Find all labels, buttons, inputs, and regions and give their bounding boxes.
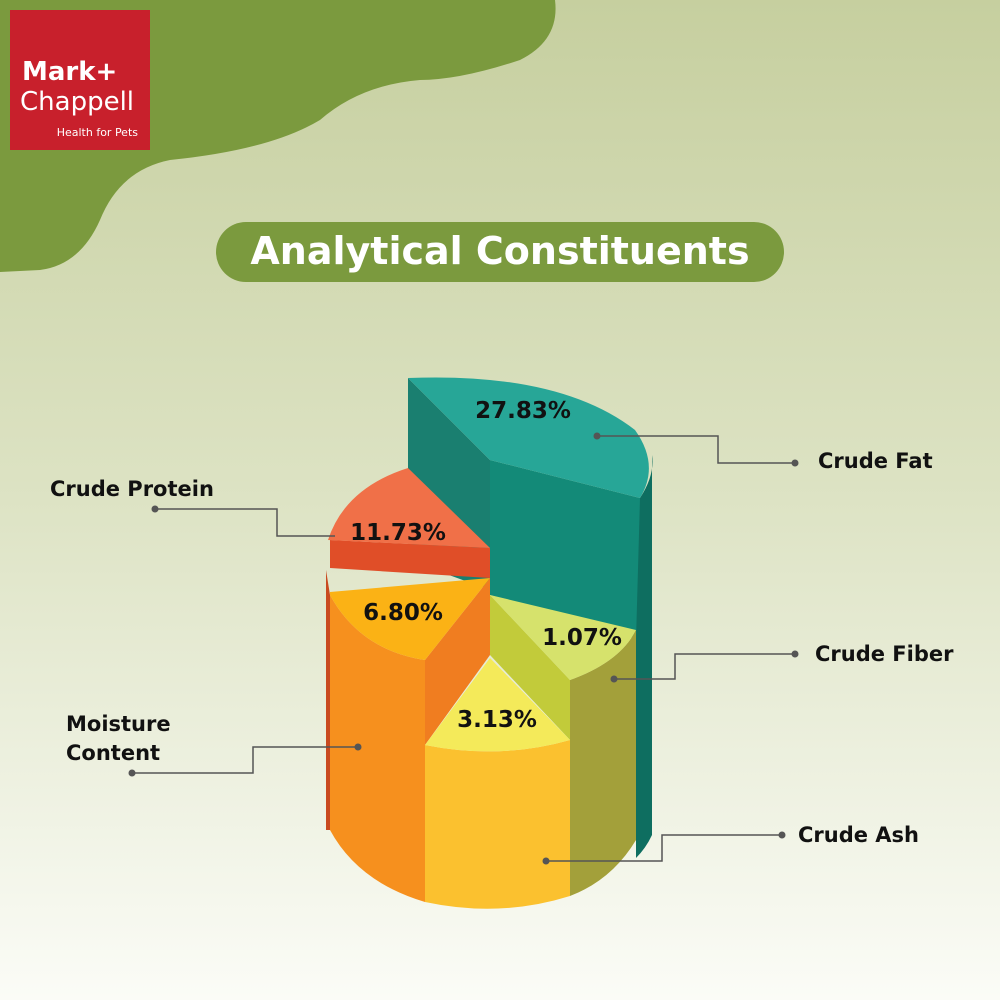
value-label: 6.80% (363, 600, 443, 626)
title: Analytical Constituents (250, 229, 749, 273)
segment-side (330, 540, 490, 578)
segment-front (330, 595, 425, 902)
segment-top (330, 578, 490, 660)
segment-label: Crude Protein (50, 477, 214, 501)
segment-label-box: Moisture Content (66, 712, 171, 765)
segment-front (425, 740, 570, 909)
segment-front (570, 630, 636, 896)
segment-top (328, 468, 490, 548)
segment-side (636, 455, 653, 858)
segment-top (490, 595, 636, 680)
value-label: 3.13% (457, 707, 537, 733)
value-label: 27.83% (475, 398, 571, 424)
segment-rim (326, 570, 330, 830)
segment-label: Crude Fat (818, 449, 933, 473)
segment-label: Moisture Content (66, 712, 171, 765)
logo-name: Chappell (20, 87, 134, 117)
segment-label: Crude Fiber (815, 642, 954, 666)
segment-label: Crude Ash (798, 823, 919, 847)
segment-side (490, 595, 570, 740)
segment-top (425, 658, 570, 752)
segment-top (408, 377, 649, 498)
value-label: 11.73% (350, 520, 446, 546)
segment-side (425, 578, 490, 745)
title-pill (216, 222, 784, 282)
logo-tagline: Health for Pets (57, 126, 139, 139)
connectors (128, 432, 799, 865)
logo-box (10, 10, 150, 150)
segment-front (490, 460, 640, 640)
value-label: 1.07% (542, 625, 622, 651)
logo-name: Mark+ (22, 57, 117, 87)
